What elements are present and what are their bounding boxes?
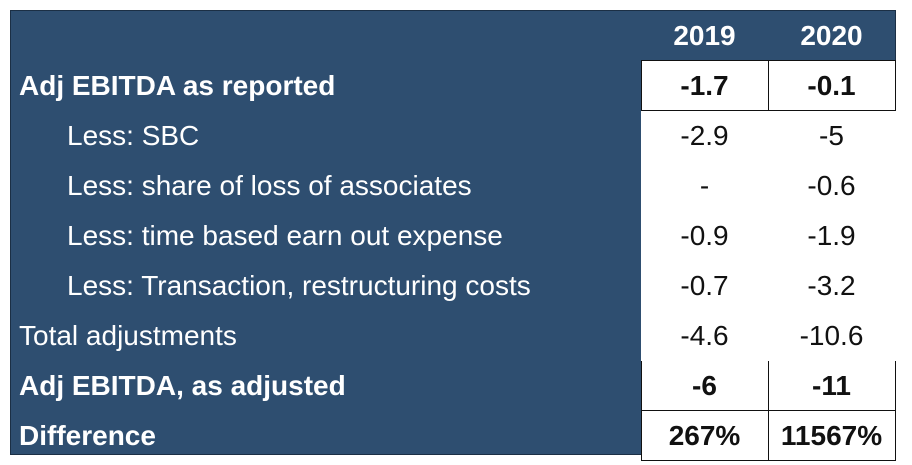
table-row: Less: time based earn out expense -0.9 -1.… [11, 210, 896, 261]
value-cell: 11567% [767, 410, 896, 461]
table-body: 2019 2020 Adj EBITDA as reported -1.7 -0.1… [11, 11, 896, 461]
value-cell: -1.7 [640, 60, 769, 111]
header-cell: 2019 [673, 19, 736, 51]
table-row: Less: share of loss of associates - -0.6 [11, 160, 896, 211]
row-label: Adj EBITDA as reported [19, 69, 336, 101]
value-cell: -0.7 [640, 260, 769, 311]
header-blank [11, 11, 641, 61]
value-cell: -11 [767, 360, 896, 411]
table-row: Difference 267% 11567% [11, 410, 896, 461]
value-cell: -4.6 [640, 310, 769, 361]
value-cell: -0.1 [767, 60, 896, 111]
value-cell: -2.9 [640, 110, 769, 161]
row-label: Adj EBITDA, as adjusted [19, 369, 346, 401]
row-label: Less: Transaction, restructuring costs [67, 269, 531, 301]
table: 2019 2020 Adj EBITDA as reported -1.7 -0.1… [11, 11, 896, 461]
table-row: Less: SBC -2.9 -5 [11, 110, 896, 161]
value-cell: -1.9 [767, 210, 896, 261]
row-label: Less: SBC [67, 119, 200, 151]
value-cell: -6 [640, 360, 769, 411]
row-label: Less: time based earn out expense [67, 219, 503, 251]
value-cell: -5 [767, 110, 896, 161]
header-row: 2019 2020 [11, 11, 895, 61]
value-cell: -3.2 [767, 260, 896, 311]
value-cell: -0.6 [767, 160, 896, 211]
table-row: Total adjustments -4.6 -10.6 [11, 310, 896, 361]
value-cell: 267% [640, 410, 769, 461]
value-cell: - [640, 160, 769, 211]
row-label: Difference [19, 419, 156, 451]
header-cell: 2020 [800, 19, 863, 51]
table-row: Adj EBITDA, as adjusted -6 -11 [11, 360, 896, 411]
value-cell: -10.6 [767, 310, 896, 361]
value-cell: -0.9 [640, 210, 769, 261]
row-label: Less: share of loss of associates [67, 169, 472, 201]
row-label: Total adjustments [19, 319, 237, 351]
table-row: Less: Transaction, restructuring costs -0… [11, 260, 896, 311]
table-frame: 2019 2020 Adj EBITDA as reported -1.7 -0.1… [10, 10, 896, 461]
table-row: Adj EBITDA as reported -1.7 -0.1 [11, 60, 896, 111]
